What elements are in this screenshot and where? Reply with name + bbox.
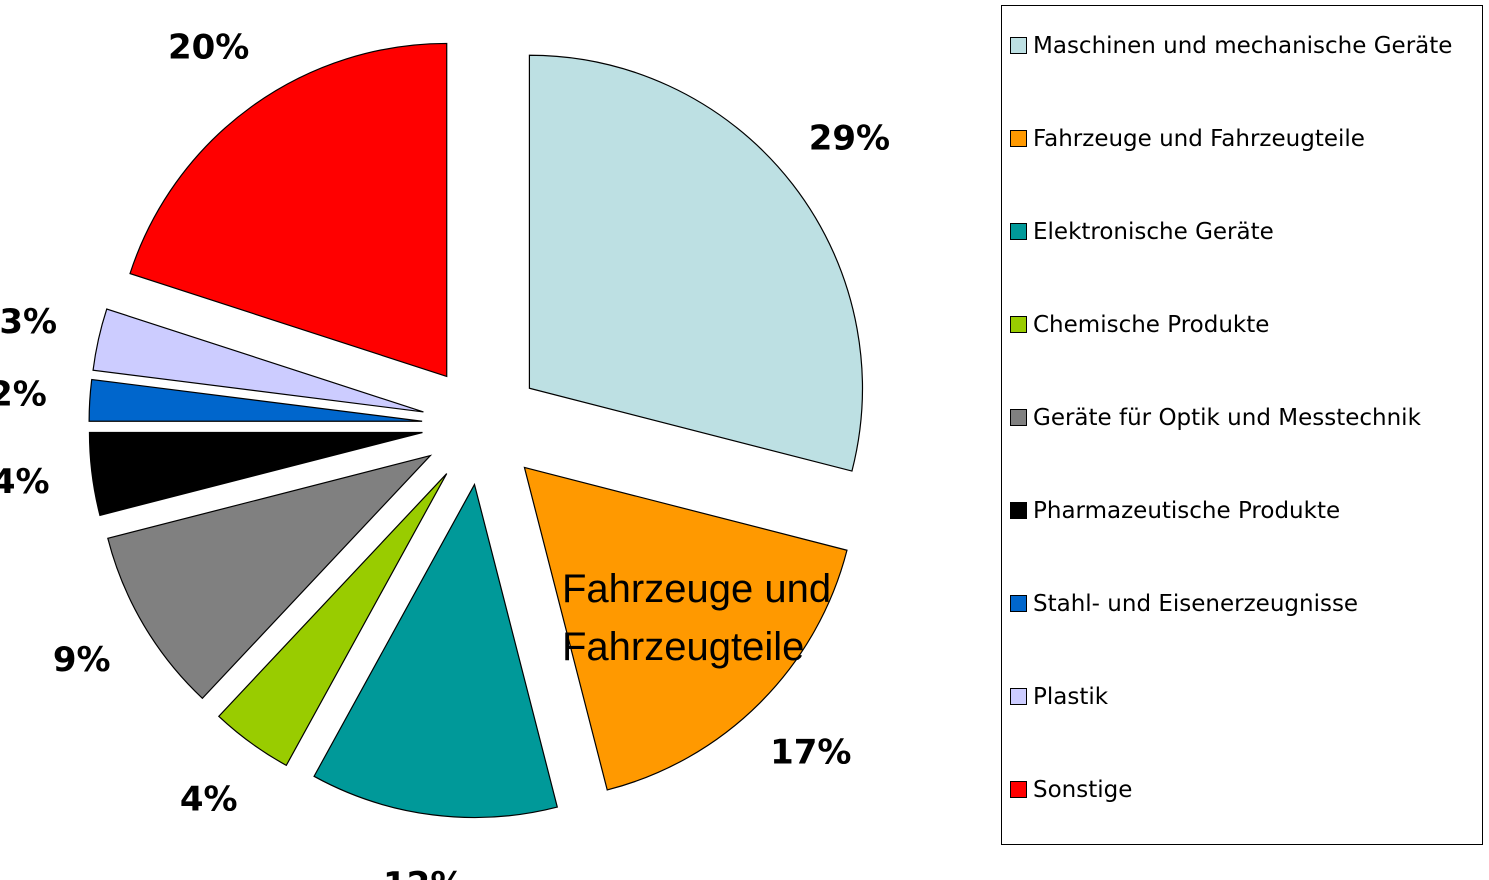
legend-label: Fahrzeuge und Fahrzeugteile: [1033, 126, 1365, 152]
legend-label: Pharmazeutische Produkte: [1033, 498, 1341, 524]
legend-item: Stahl- und Eisenerzeugnisse: [1010, 586, 1476, 622]
legend-label: Plastik: [1033, 684, 1109, 710]
legend-label: Chemische Produkte: [1033, 312, 1270, 338]
slice: [88, 431, 423, 517]
data-label: 12%: [383, 865, 464, 880]
annotation: Fahrzeuge und Fahrzeugteile: [562, 567, 832, 669]
legend-swatch: [1010, 688, 1027, 705]
legend-swatch: [1010, 37, 1027, 54]
legend-swatch: [1010, 223, 1027, 240]
legend-label: Stahl- und Eisenerzeugnisse: [1033, 591, 1359, 617]
legend-item: Maschinen und mechanische Geräte: [1010, 28, 1476, 64]
pie: 29% 17% 12% 4% 9% 4% 2% 3% 20%: [0, 27, 890, 880]
legend-label: Maschinen und mechanische Geräte: [1033, 33, 1453, 59]
slice: [523, 466, 848, 791]
legend-item: Sonstige: [1010, 772, 1476, 808]
data-label: 3%: [0, 302, 57, 342]
legend-swatch: [1010, 502, 1027, 519]
slice: [129, 42, 448, 378]
data-label: 20%: [168, 27, 249, 67]
slice: [107, 454, 433, 700]
legend-item: Geräte für Optik und Messtechnik: [1010, 400, 1476, 436]
slice: [528, 54, 863, 472]
data-label: 4%: [180, 780, 238, 820]
legend-label: Geräte für Optik und Messtechnik: [1033, 405, 1421, 431]
legend-item: Elektronische Geräte: [1010, 214, 1476, 250]
slice: [313, 482, 559, 819]
slice: [88, 378, 423, 422]
legend-swatch: [1010, 130, 1027, 147]
data-label: 17%: [770, 732, 851, 772]
data-label: 2%: [0, 374, 47, 414]
legend-label: Sonstige: [1033, 777, 1133, 803]
legend-item: Chemische Produkte: [1010, 307, 1476, 343]
legend-swatch: [1010, 316, 1027, 333]
legend-swatch: [1010, 781, 1027, 798]
legend-item: Fahrzeuge und Fahrzeugteile: [1010, 121, 1476, 157]
legend-item: Pharmazeutische Produkte: [1010, 493, 1476, 529]
legend-label: Elektronische Geräte: [1033, 219, 1274, 245]
data-label: 9%: [53, 640, 111, 680]
legend-swatch: [1010, 409, 1027, 426]
data-label: 29%: [809, 118, 890, 158]
legend-swatch: [1010, 595, 1027, 612]
legend-item: Plastik: [1010, 679, 1476, 715]
data-label: 4%: [0, 462, 50, 502]
slice: [217, 473, 448, 767]
legend: Maschinen und mechanische Geräte Fahrzeug…: [1001, 5, 1483, 845]
slice: [92, 308, 424, 413]
